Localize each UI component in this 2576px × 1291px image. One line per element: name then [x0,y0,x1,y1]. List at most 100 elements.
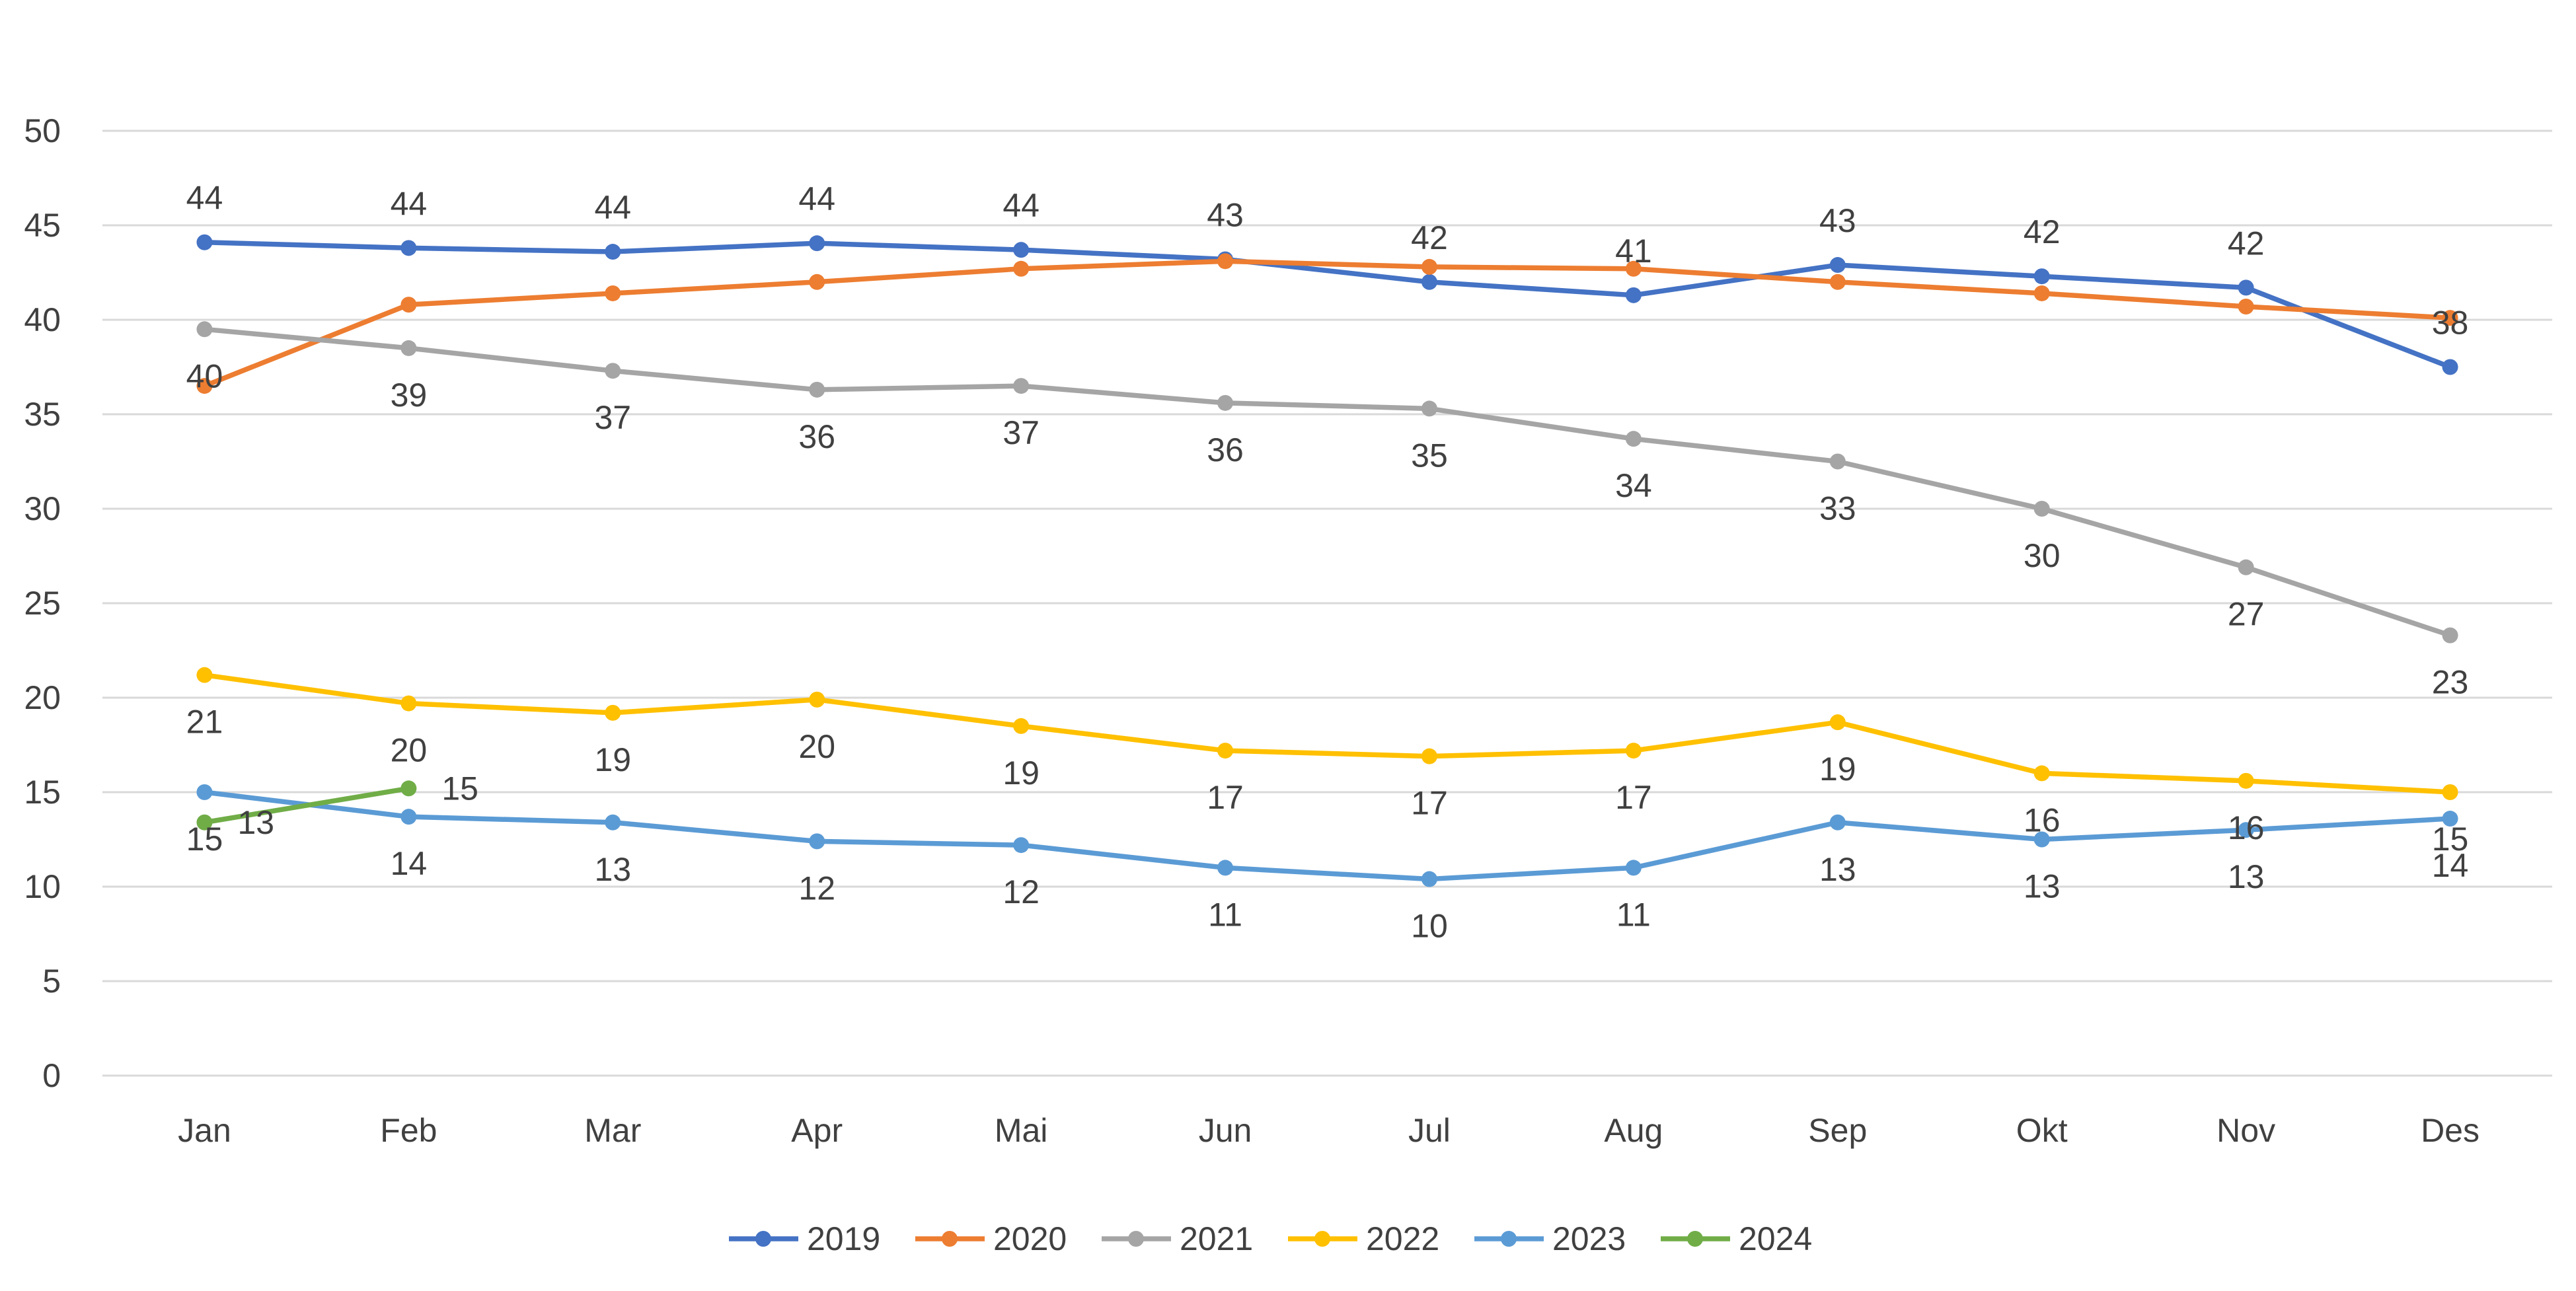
data-label-2021: 35 [1411,437,1448,474]
data-label-2022: 15 [2432,821,2469,858]
data-label-2022: 19 [1819,751,1856,788]
data-label-2021: 34 [1615,467,1652,504]
data-point-2020 [196,378,213,394]
data-point-2021 [2238,559,2254,575]
y-tick-label: 30 [24,490,61,527]
series-line-2024 [204,786,409,825]
data-label-2021: 36 [1207,431,1244,468]
data-label-2023: 13 [2024,868,2061,905]
data-point-2023 [809,833,825,850]
data-label-2021: 40 [186,357,223,394]
series-line-2020 [204,258,2450,388]
data-label-2019: 43 [1207,196,1244,233]
data-label-2019: 44 [186,180,223,217]
data-label-2022: 16 [2024,801,2061,838]
data-point-2022 [2238,772,2254,789]
data-label-2019: 44 [1003,187,1040,224]
y-tick-label: 5 [42,963,61,1000]
series-line-2021 [204,326,2451,638]
data-label-2021: 30 [2024,537,2061,574]
data-point-2023 [1625,860,1642,876]
data-point-2023 [1217,860,1234,876]
data-label-2022: 17 [1615,779,1652,816]
data-point-2022 [196,667,213,683]
x-tick-label: Okt [2016,1112,2068,1149]
x-tick-label: Feb [380,1112,437,1149]
data-label-2019: 44 [594,189,631,226]
data-point-2021 [1829,453,1846,470]
data-point-2021 [2442,627,2458,644]
data-point-2019 [1625,287,1642,303]
legend: 2019 2020 2021 2022 2023 2024 [729,1220,1812,1257]
x-tick-label: Aug [1604,1112,1663,1149]
data-point-2021 [2033,501,2050,517]
data-point-2020 [605,285,621,301]
data-label-2019: 44 [798,180,835,217]
data-point-2019 [1013,242,1030,258]
data-point-2024 [400,780,417,797]
data-label-2022: 16 [2228,809,2265,846]
x-tick-label: Jun [1199,1112,1252,1149]
data-point-2020 [2033,285,2050,301]
data-point-2019 [2238,279,2254,296]
data-label-2021: 39 [391,377,428,414]
data-point-2023 [1421,871,1437,887]
data-point-2021 [1421,400,1437,417]
series-line-2022 [204,672,2450,795]
data-label-2022: 19 [594,741,631,778]
x-tick-label: Apr [791,1112,843,1149]
data-point-2022 [2442,784,2458,800]
y-tick-label: 35 [24,396,61,433]
data-label-2019: 43 [1819,202,1856,239]
data-point-2021 [196,321,213,338]
data-label-2019: 38 [2432,305,2469,342]
data-point-2019 [196,234,213,250]
data-point-2021 [605,363,621,379]
data-label-2023: 13 [1819,851,1856,888]
data-label-2023: 14 [2432,847,2469,884]
data-point-2020 [1829,274,1846,290]
data-point-2020 [1013,260,1030,277]
x-axis-ticks: Jan Feb Mar Apr Mai Jun Jul Aug Sep Okt Nov Des [178,1112,2480,1149]
data-label-2019: 44 [391,185,428,222]
series-line-2019 [204,239,2451,369]
x-tick-label: Nov [2216,1112,2275,1149]
data-point-2024 [196,814,213,830]
data-label-2019: 42 [1411,219,1448,256]
data-point-2021 [1625,431,1642,447]
data-point-2022 [809,691,825,708]
x-tick-label: Sep [1808,1112,1867,1149]
data-point-2023 [1829,814,1846,830]
data-point-2020 [1625,260,1642,277]
data-label-2021: 23 [2432,664,2469,701]
data-label-2023: 11 [1208,896,1242,933]
data-point-2023 [2442,811,2458,827]
data-label-2022: 19 [1003,755,1040,792]
gridlines [102,129,2552,1077]
data-label-2022: 20 [391,732,428,769]
data-label-2021: 37 [594,399,631,436]
legend-entry: 2023 [1552,1220,1626,1257]
y-tick-label: 45 [24,207,61,244]
series-line-2023 [204,790,2450,882]
legend-swatch-marker [942,1231,958,1247]
data-label-2019: 42 [2228,225,2265,262]
x-tick-label: Mai [995,1112,1048,1149]
y-tick-label: 25 [24,585,61,622]
legend-entry: 2020 [993,1220,1067,1257]
data-label-2022: 17 [1411,785,1448,822]
series-group [196,234,2458,887]
data-label-2023: 12 [798,869,835,906]
data-label-2024: 13 [237,804,274,841]
data-label-2019: 42 [2024,213,2061,250]
data-point-2020 [1421,258,1437,275]
data-label-2023: 11 [1616,896,1651,933]
data-point-2020 [1217,253,1234,270]
data-label-2022: 17 [1207,779,1244,816]
legend-swatch-marker [1687,1231,1703,1247]
data-point-2022 [2033,765,2050,782]
y-tick-label: 40 [24,301,61,338]
data-point-2019 [1829,257,1846,274]
data-point-2021 [809,381,825,398]
